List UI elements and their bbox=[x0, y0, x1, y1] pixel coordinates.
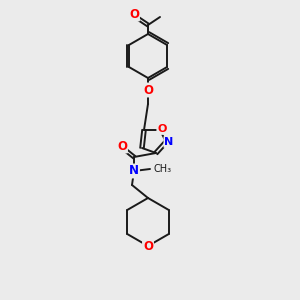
Text: O: O bbox=[143, 241, 153, 254]
Text: O: O bbox=[117, 140, 127, 152]
Text: N: N bbox=[129, 164, 139, 178]
Text: CH₃: CH₃ bbox=[153, 164, 171, 174]
Text: O: O bbox=[129, 8, 139, 20]
Text: O: O bbox=[157, 124, 167, 134]
Text: O: O bbox=[143, 83, 153, 97]
Text: N: N bbox=[164, 137, 174, 147]
